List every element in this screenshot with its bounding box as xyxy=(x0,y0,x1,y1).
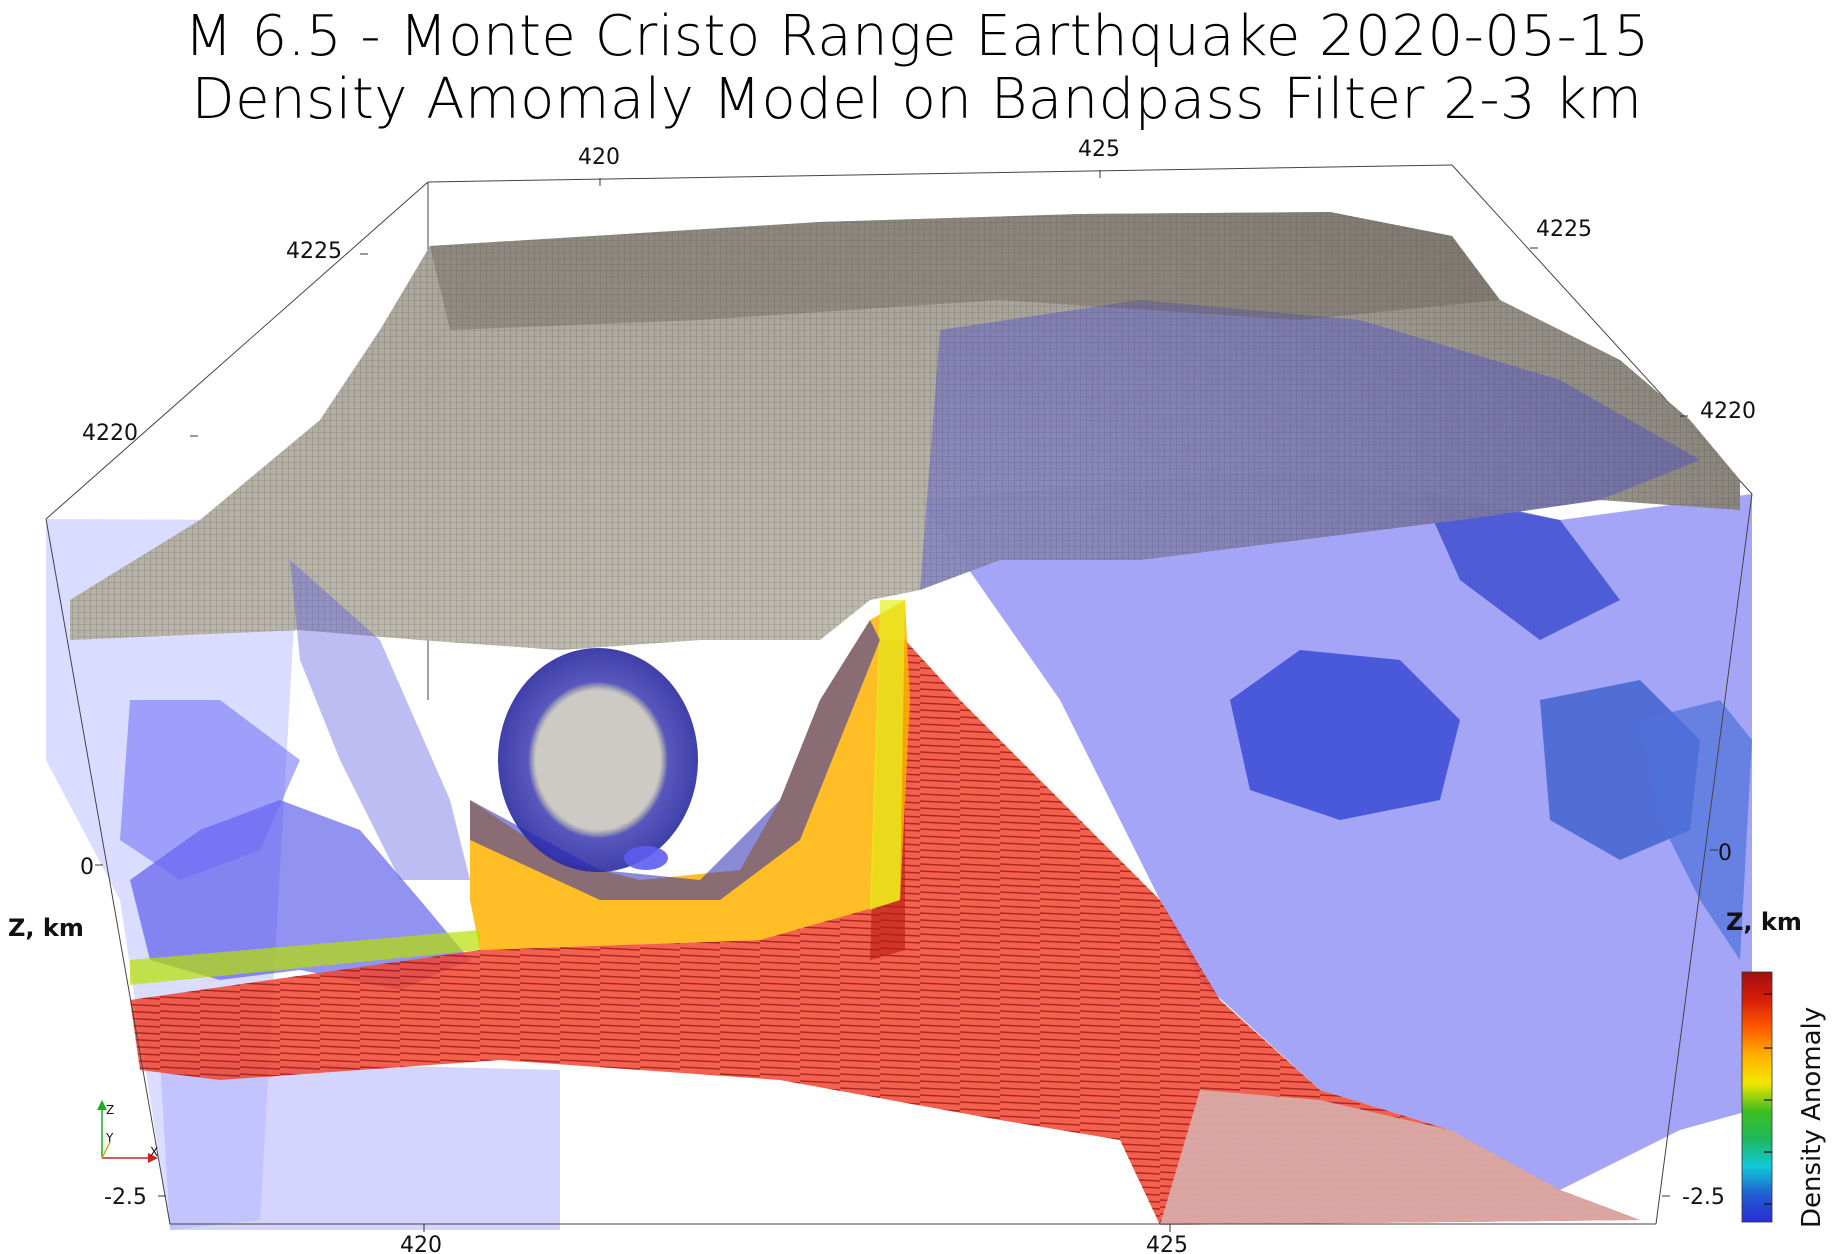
colorbar: Density Anomaly xyxy=(1741,971,1827,1228)
top-x-tick-420: 420 xyxy=(578,145,620,170)
colorbar-title: Density Anomaly xyxy=(1797,1007,1827,1228)
left-z-tick-minus-2-5: -2.5 xyxy=(104,1185,147,1210)
bounding-box-front xyxy=(45,493,1753,1225)
orientation-triad: Z Y X xyxy=(97,1100,158,1163)
bottom-x-tick-425: 425 xyxy=(1146,1233,1188,1254)
triad-z-label: Z xyxy=(106,1103,114,1117)
z-axis-title-right: Z, km xyxy=(1726,908,1802,936)
title-line-1: M 6.5 - Monte Cristo Range Earthquake 20… xyxy=(184,4,1650,69)
right-y-tick-4220: 4220 xyxy=(1700,399,1756,424)
colorbar-gradient xyxy=(1741,971,1773,1223)
axis-tick-labels: 420 425 420 425 4225 4220 4225 4220 0 -2… xyxy=(8,137,1802,1254)
blue-ring-structure xyxy=(290,560,880,900)
tick-marks xyxy=(95,170,1718,1232)
title-line-2: Density Amomaly Model on Bandpass Filter… xyxy=(191,66,1643,132)
bottom-x-tick-420: 420 xyxy=(400,1233,442,1254)
right-z-tick-0: 0 xyxy=(1718,841,1732,866)
terrain-surface xyxy=(70,212,1740,650)
yellow-anomaly-body xyxy=(130,600,910,985)
top-x-tick-425: 425 xyxy=(1078,137,1120,162)
triad-x-label: X xyxy=(150,1145,158,1159)
left-y-tick-4220: 4220 xyxy=(82,421,138,446)
triad-y-label: Y xyxy=(105,1131,114,1145)
z-axis-title-left: Z, km xyxy=(8,914,84,942)
right-y-tick-4225: 4225 xyxy=(1536,217,1592,242)
right-z-tick-minus-2-5: -2.5 xyxy=(1682,1185,1725,1210)
left-y-tick-4225: 4225 xyxy=(286,239,342,264)
left-z-tick-0: 0 xyxy=(80,855,94,880)
figure-title: M 6.5 - Monte Cristo Range Earthquake 20… xyxy=(0,4,1834,132)
